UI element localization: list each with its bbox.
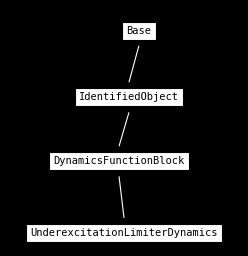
Text: DynamicsFunctionBlock: DynamicsFunctionBlock bbox=[53, 156, 185, 166]
Text: IdentifiedObject: IdentifiedObject bbox=[79, 92, 179, 102]
Text: Base: Base bbox=[126, 26, 151, 36]
Text: UnderexcitationLimiterDynamics: UnderexcitationLimiterDynamics bbox=[30, 228, 218, 238]
